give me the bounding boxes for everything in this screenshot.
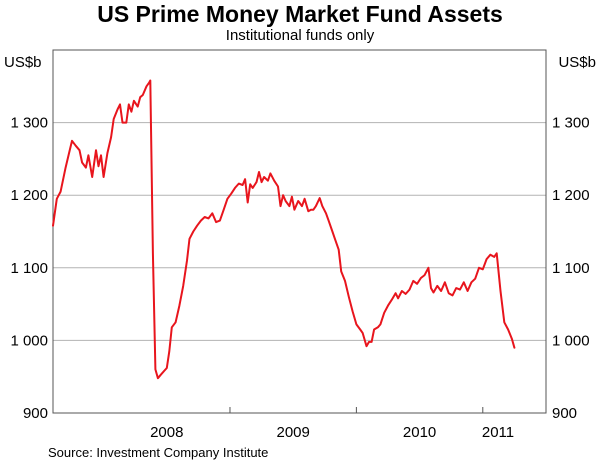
series-line — [52, 79, 516, 380]
y-tick-label-right: 1 100 — [552, 260, 590, 277]
axis-ticks: 900 900 1 000 1 000 1 100 1 100 1 200 1 200 1 30… — [10, 115, 589, 441]
y-unit-right: US$b — [558, 54, 596, 71]
y-unit-left: US$b — [4, 54, 42, 71]
x-tick-label: 2011 — [482, 424, 514, 441]
y-tick-label-right: 1 300 — [552, 115, 590, 132]
chart-subtitle: Institutional funds only — [226, 27, 375, 44]
y-tick-label-left: 1 300 — [10, 115, 48, 132]
grid-lines — [53, 122, 546, 341]
series-path — [52, 79, 516, 380]
x-tick-label: 2010 — [403, 424, 436, 441]
x-tick-label: 2009 — [276, 424, 309, 441]
y-tick-label-left: 1 100 — [10, 260, 48, 277]
y-tick-label-right: 1 000 — [552, 332, 590, 349]
y-tick-label-left: 900 — [23, 405, 48, 422]
y-tick-label-left: 1 000 — [10, 332, 48, 349]
chart-title: US Prime Money Market Fund Assets — [97, 1, 503, 27]
source-note: Source: Investment Company Institute — [48, 445, 268, 460]
plot-frame — [52, 49, 547, 414]
x-tick-label: 2008 — [150, 424, 183, 441]
y-tick-label-left: 1 200 — [10, 187, 48, 204]
y-tick-label-right: 1 200 — [552, 187, 590, 204]
y-tick-label-right: 900 — [552, 405, 577, 422]
